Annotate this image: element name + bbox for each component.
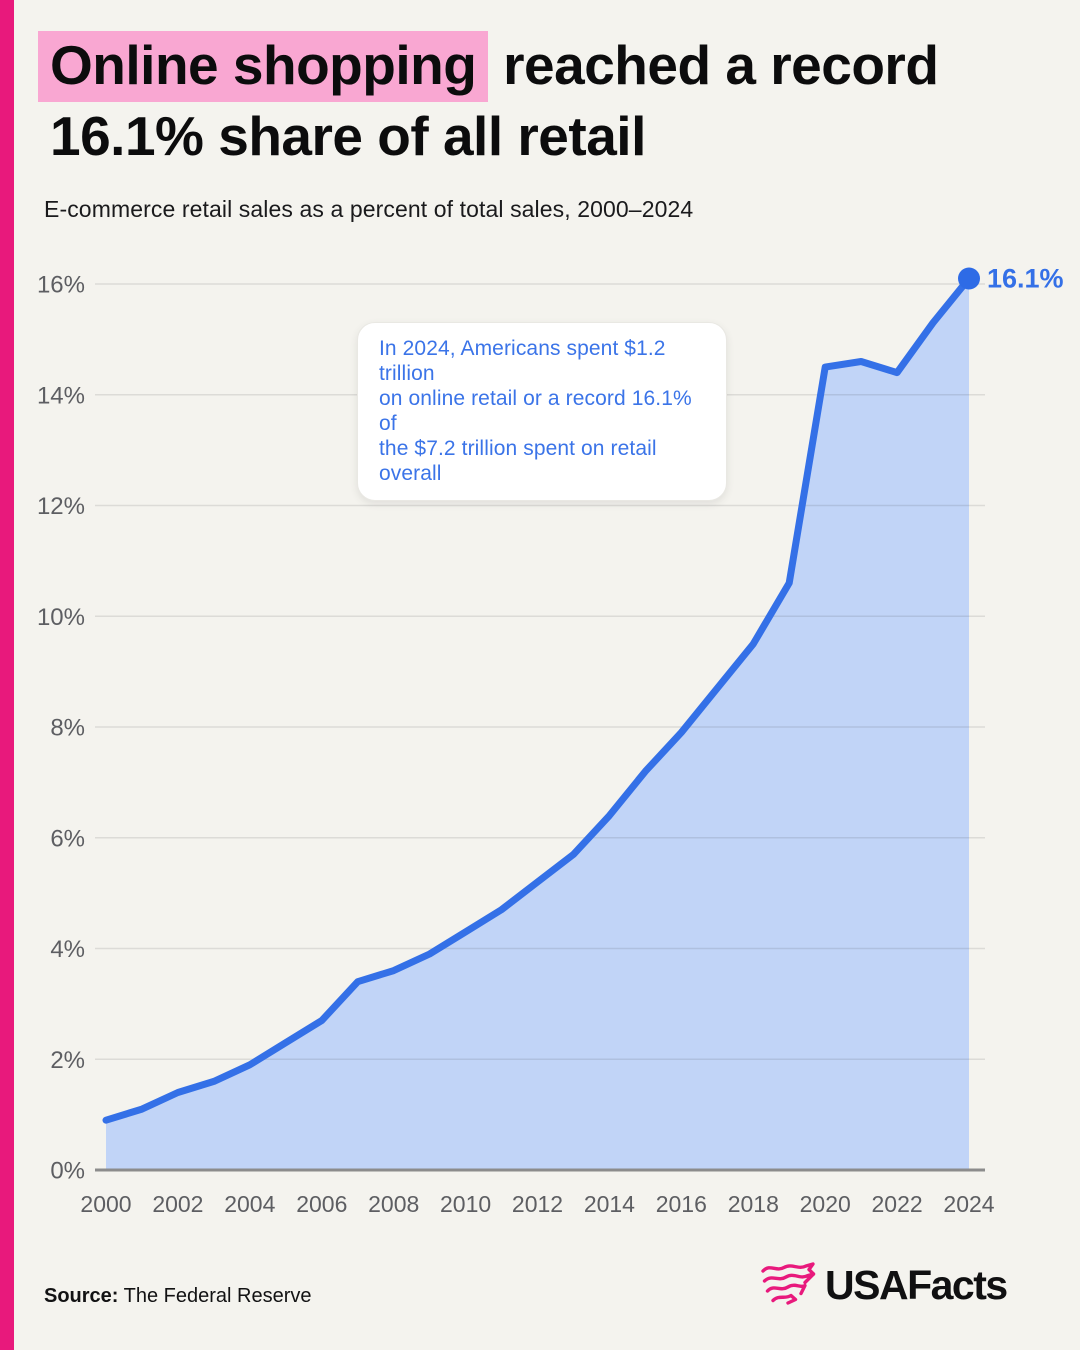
x-axis-tick-label: 2002 (152, 1191, 203, 1217)
end-point-value-label: 16.1% (987, 263, 1064, 293)
title-line2: 16.1% share of all retail (50, 105, 646, 167)
y-axis-tick-label: 10% (37, 604, 85, 631)
y-axis-tick-label: 8% (50, 715, 85, 742)
trend-line (102, 275, 973, 1124)
usafacts-logo-text: USAFacts (825, 1262, 1008, 1308)
y-axis-tick-label: 14% (37, 382, 85, 409)
y-axis-tick-label: 2% (50, 1047, 85, 1074)
annotation-line: In 2024, Americans spent $1.2 trillion (379, 337, 666, 385)
x-axis-tick-label: 2018 (728, 1191, 779, 1217)
y-axis-tick-label: 16% (37, 272, 85, 299)
end-point-marker (958, 267, 980, 290)
x-axis-tick-label: 2016 (656, 1191, 707, 1217)
x-axis-tick-label: 2014 (584, 1191, 635, 1217)
x-axis-tick-label: 2008 (368, 1191, 419, 1217)
left-accent-bar (0, 0, 14, 1350)
y-axis-tick-label: 12% (37, 493, 85, 520)
y-axis-tick-label: 6% (50, 825, 85, 852)
x-axis-tick-label: 2020 (800, 1191, 851, 1217)
x-axis-tick-label: 2022 (872, 1191, 923, 1217)
title-highlight: Online shopping (38, 31, 489, 102)
x-axis-tick-label: 2000 (80, 1191, 131, 1217)
usafacts-logo-icon (760, 1260, 816, 1311)
annotation-line: the $7.2 trillion spent on retail overal… (379, 437, 657, 485)
y-axis-tick-label: 4% (50, 936, 85, 963)
area-fill (106, 278, 969, 1170)
x-axis-tick-label: 2024 (943, 1191, 994, 1217)
source-note: Source: The Federal Reserve (44, 1285, 312, 1308)
x-axis-tick-label: 2010 (440, 1191, 491, 1217)
annotation-card: In 2024, Americans spent $1.2 trillion o… (357, 322, 727, 501)
page-title: Online shopping reached a record 16.1% sh… (38, 30, 1040, 172)
source-label: Source: (44, 1285, 119, 1307)
title-rest: reached a record (488, 34, 939, 96)
x-axis-tick-label: 2006 (296, 1191, 347, 1217)
x-axis-tick-label: 2012 (512, 1191, 563, 1217)
usafacts-logo: USAFacts (760, 1260, 1008, 1311)
chart-subtitle: E-commerce retail sales as a percent of … (44, 196, 694, 222)
y-axis-tick-label: 0% (50, 1158, 85, 1185)
source-text: The Federal Reserve (118, 1285, 312, 1307)
x-axis-tick-label: 2004 (224, 1191, 275, 1217)
annotation-line: on online retail or a record 16.1% of (379, 387, 692, 435)
